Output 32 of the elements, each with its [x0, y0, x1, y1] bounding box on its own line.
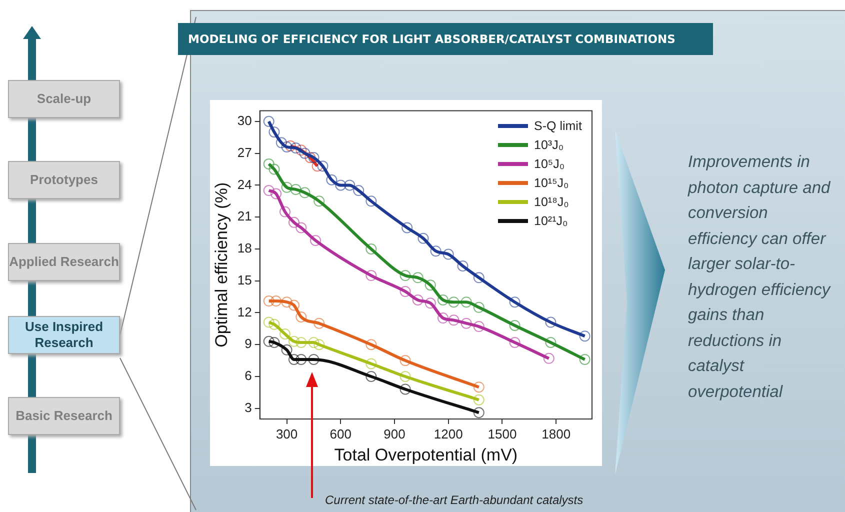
- text: Improvements in photon capture and conversion efficiency can offer larger solar-to-hydrogen efficiency gains than reductions in catalyst overpotential: [688, 153, 830, 400]
- y-tick-label: 3: [244, 400, 252, 415]
- text: Basic Research: [8, 397, 120, 435]
- x-tick-label: 1800: [542, 426, 571, 442]
- y-tick-label: 6: [244, 368, 252, 384]
- text: Use Inspired Research: [8, 316, 120, 354]
- x-tick-label: 1500: [488, 426, 517, 442]
- x-tick-label: 1200: [434, 426, 463, 442]
- legend-label: 10¹⁵J₀: [534, 174, 569, 192]
- y-tick-label: 15: [237, 272, 252, 288]
- text: Current state-of-the-art Earth-abundant catalysts: [325, 493, 584, 507]
- y-tick-label: 30: [237, 113, 252, 128]
- y-tick-label: 12: [237, 304, 252, 320]
- y-tick-label: 24: [237, 176, 252, 192]
- text: Scale-up: [8, 80, 120, 118]
- x-axis-title: Total Overpotential (mV): [334, 445, 518, 464]
- legend-label: 10²¹J₀: [534, 212, 568, 230]
- y-tick-label: 9: [244, 336, 252, 352]
- x-tick-label: 900: [384, 426, 406, 442]
- y-tick-label: 27: [237, 144, 252, 160]
- legend-label: 10¹⁸J₀: [534, 194, 569, 211]
- legend-label: 10³J₀: [534, 136, 564, 154]
- y-axis-title: Optimal efficiency (%): [212, 182, 231, 348]
- text: Prototypes: [8, 161, 120, 199]
- legend-label: S-Q limit: [534, 118, 582, 135]
- y-tick-label: 18: [237, 240, 252, 256]
- x-tick-label: 300: [276, 426, 298, 442]
- text: Applied Research: [8, 243, 120, 281]
- chart-title: MODELING OF EFFICIENCY FOR LIGHT ABSORBER/CATALYST COMBINATIONS: [178, 23, 713, 55]
- legend-label: 10⁵J₀: [534, 156, 565, 173]
- y-tick-label: 21: [237, 208, 252, 224]
- x-tick-label: 600: [330, 426, 352, 442]
